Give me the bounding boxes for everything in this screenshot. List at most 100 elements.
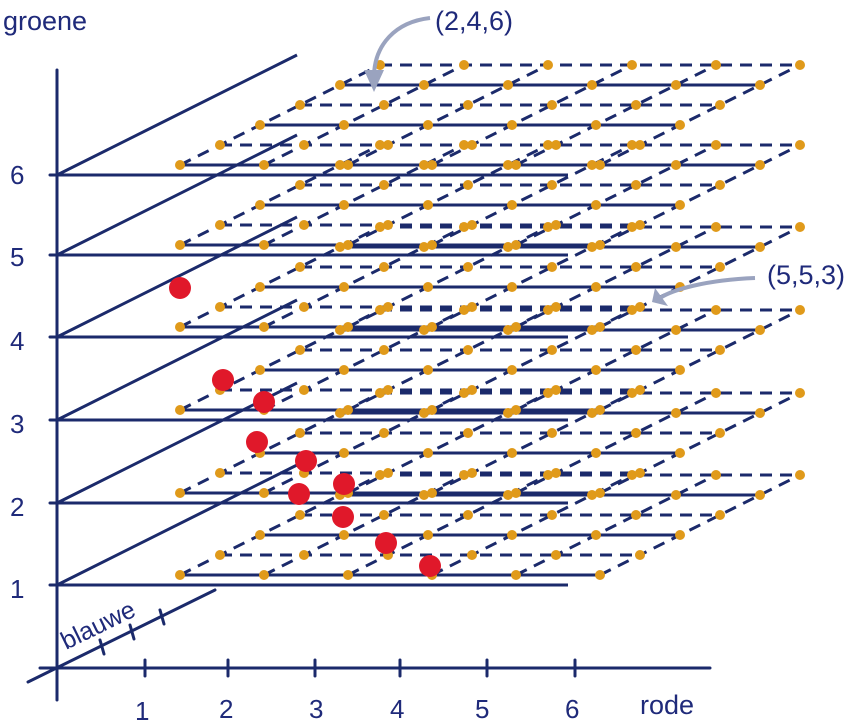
lattice-point xyxy=(543,388,553,398)
lattice-point xyxy=(339,530,349,540)
lattice-diagonal xyxy=(599,143,801,247)
highlight-point xyxy=(375,532,397,554)
layer-left-edge xyxy=(56,215,298,339)
lattice-point xyxy=(591,120,601,130)
lattice-point xyxy=(427,488,437,498)
lattice-point xyxy=(335,325,345,335)
lattice-point xyxy=(587,80,597,90)
layer-left-edge xyxy=(56,133,298,257)
lattice-point xyxy=(755,242,765,252)
lattice-point xyxy=(259,322,269,332)
lattice-point xyxy=(503,160,513,170)
lattice-point xyxy=(711,470,721,480)
lattice-point xyxy=(675,120,685,130)
lattice-point xyxy=(507,448,517,458)
lattice-point xyxy=(755,490,765,500)
lattice-point xyxy=(547,262,557,272)
lattice-point xyxy=(419,80,429,90)
lattice-point xyxy=(595,570,605,580)
lattice-point xyxy=(255,120,265,130)
lattice-diagonal xyxy=(599,225,801,329)
lattice-point xyxy=(463,428,473,438)
lattice-point xyxy=(339,120,349,130)
lattice-point xyxy=(507,282,517,292)
lattice-point xyxy=(543,140,553,150)
lattice-point xyxy=(299,140,309,150)
annotation-553: (5,5,3) xyxy=(767,260,845,290)
lattice-point xyxy=(715,428,725,438)
lattice-point xyxy=(627,60,637,70)
lattice-point xyxy=(335,242,345,252)
lattice-point xyxy=(259,488,269,498)
lattice-point xyxy=(339,200,349,210)
lattice-point xyxy=(635,140,645,150)
lattice-point xyxy=(595,488,605,498)
lattice-point xyxy=(503,408,513,418)
lattice-diagonal xyxy=(599,473,801,577)
lattice-diagonal xyxy=(515,143,717,247)
lattice-point xyxy=(547,100,557,110)
lattice-point xyxy=(467,140,477,150)
lattice-point xyxy=(379,510,389,520)
lattice-point xyxy=(511,488,521,498)
lattice-point xyxy=(175,570,185,580)
blue-tick-mark xyxy=(98,638,106,656)
green-tick-1: 1 xyxy=(10,574,24,604)
annotation-arrows xyxy=(364,16,756,306)
lattice-point xyxy=(259,160,269,170)
lattice-point xyxy=(547,345,557,355)
highlight-point xyxy=(288,483,310,505)
grid-layer-5 xyxy=(56,133,801,257)
green-tick-3: 3 xyxy=(10,409,24,439)
lattice-point xyxy=(547,428,557,438)
lattice-point xyxy=(215,550,225,560)
lattice-point xyxy=(383,385,393,395)
lattice-point xyxy=(459,305,469,315)
lattice-point xyxy=(671,325,681,335)
lattice-point xyxy=(715,100,725,110)
lattice-diagonal xyxy=(179,143,381,247)
arrowhead-553 xyxy=(652,288,668,306)
lattice-point xyxy=(379,345,389,355)
lattice-point xyxy=(795,60,805,70)
lattice-point xyxy=(543,470,553,480)
lattice-point xyxy=(463,100,473,110)
lattice-point xyxy=(463,510,473,520)
lattice-point xyxy=(215,302,225,312)
lattice-point xyxy=(459,222,469,232)
lattice-point xyxy=(591,282,601,292)
lattice-diagonal xyxy=(515,225,717,329)
lattice-point xyxy=(343,160,353,170)
lattice-point xyxy=(671,408,681,418)
lattice-point xyxy=(459,140,469,150)
lattice-point xyxy=(427,405,437,415)
lattice-point xyxy=(423,282,433,292)
lattice-point xyxy=(259,240,269,250)
lattice-point xyxy=(459,60,469,70)
lattice-point xyxy=(215,468,225,478)
lattice-point xyxy=(551,468,561,478)
lattice-point xyxy=(295,428,305,438)
lattice-point xyxy=(711,60,721,70)
lattice-point xyxy=(383,220,393,230)
lattice-point xyxy=(715,510,725,520)
lattice-point xyxy=(343,240,353,250)
lattice-point xyxy=(627,305,637,315)
arrow-246 xyxy=(372,16,431,76)
lattice-point xyxy=(419,408,429,418)
lattice-point xyxy=(587,242,597,252)
lattice-point xyxy=(507,200,517,210)
lattice-point xyxy=(675,365,685,375)
red-tick-5: 5 xyxy=(475,694,489,724)
lattice-point xyxy=(463,180,473,190)
lattice-point xyxy=(383,468,393,478)
lattice-point xyxy=(175,488,185,498)
lattice-diagonal xyxy=(599,63,801,167)
lattice-point xyxy=(295,345,305,355)
lattice-diagonal xyxy=(347,63,549,167)
lattice-point xyxy=(467,468,477,478)
lattice-point xyxy=(339,448,349,458)
lattice-point xyxy=(635,385,645,395)
